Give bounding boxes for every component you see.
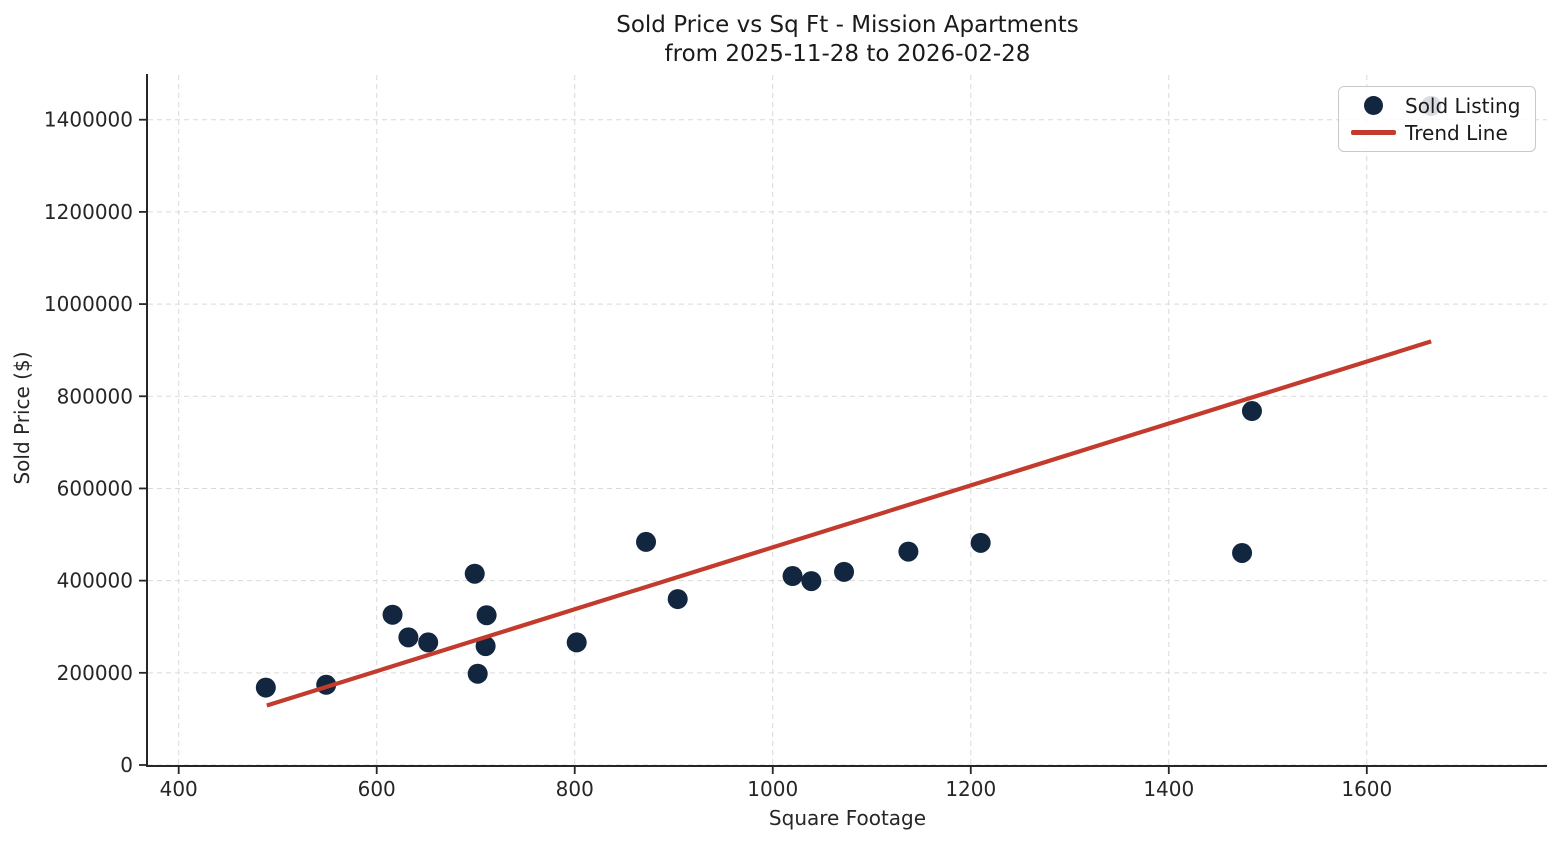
y-tick-label: 400000 [57,569,133,593]
scatter-point [801,571,822,592]
y-tick-label: 0 [120,753,133,777]
scatter-point [464,563,485,584]
scatter-point [418,632,439,653]
scatter-point [467,663,488,684]
x-tick-label: 1200 [945,777,996,801]
trend-line [266,339,1432,708]
x-tick-label: 1600 [1341,777,1392,801]
y-tick-label: 1400000 [44,108,133,132]
y-axis-label: Sold Price ($) [10,351,34,485]
trend-line-swatch-icon [1350,130,1396,135]
scatter-point [398,627,419,648]
scatter-point [1232,542,1253,563]
legend-label-trend-line: Trend Line [1405,120,1508,145]
x-tick-label: 600 [358,777,396,801]
legend-item-sold-listing: Sold Listing [1349,92,1525,119]
scatter-point [476,605,497,626]
y-tick-label: 1000000 [44,292,133,316]
x-tick-label: 800 [556,777,594,801]
scatter-point [566,632,587,653]
legend-label-sold-listing: Sold Listing [1405,93,1521,118]
scatter-point [834,561,855,582]
scatter-point [1241,401,1262,422]
y-tick-label: 800000 [57,384,133,408]
scatter-point [898,541,919,562]
legend-swatch-cell [1349,130,1397,135]
legend: Sold Listing Trend Line [1338,86,1536,152]
chart-title-block: Sold Price vs Sq Ft - Mission Apartments… [148,11,1547,69]
scatter-point [782,566,803,587]
legend-swatch-cell [1349,96,1397,115]
x-tick-label: 1000 [747,777,798,801]
scatter-point [970,532,991,553]
scatter-point [382,604,403,625]
legend-item-trend-line: Trend Line [1349,119,1525,146]
y-tick-label: 600000 [57,476,133,500]
chart-title: Sold Price vs Sq Ft - Mission Apartments [616,12,1079,38]
scatter-point [255,677,276,698]
scatter-point [636,531,657,552]
scatter-point [667,589,688,610]
x-tick-label: 400 [160,777,198,801]
y-tick-label: 1200000 [44,200,133,224]
x-tick-label: 1400 [1143,777,1194,801]
chart-subtitle: from 2025-11-28 to 2026-02-28 [664,41,1031,67]
scatter-point [475,636,496,657]
y-tick-label: 200000 [57,661,133,685]
sold-listing-marker-icon [1363,96,1383,115]
x-axis-label: Square Footage [768,806,927,830]
